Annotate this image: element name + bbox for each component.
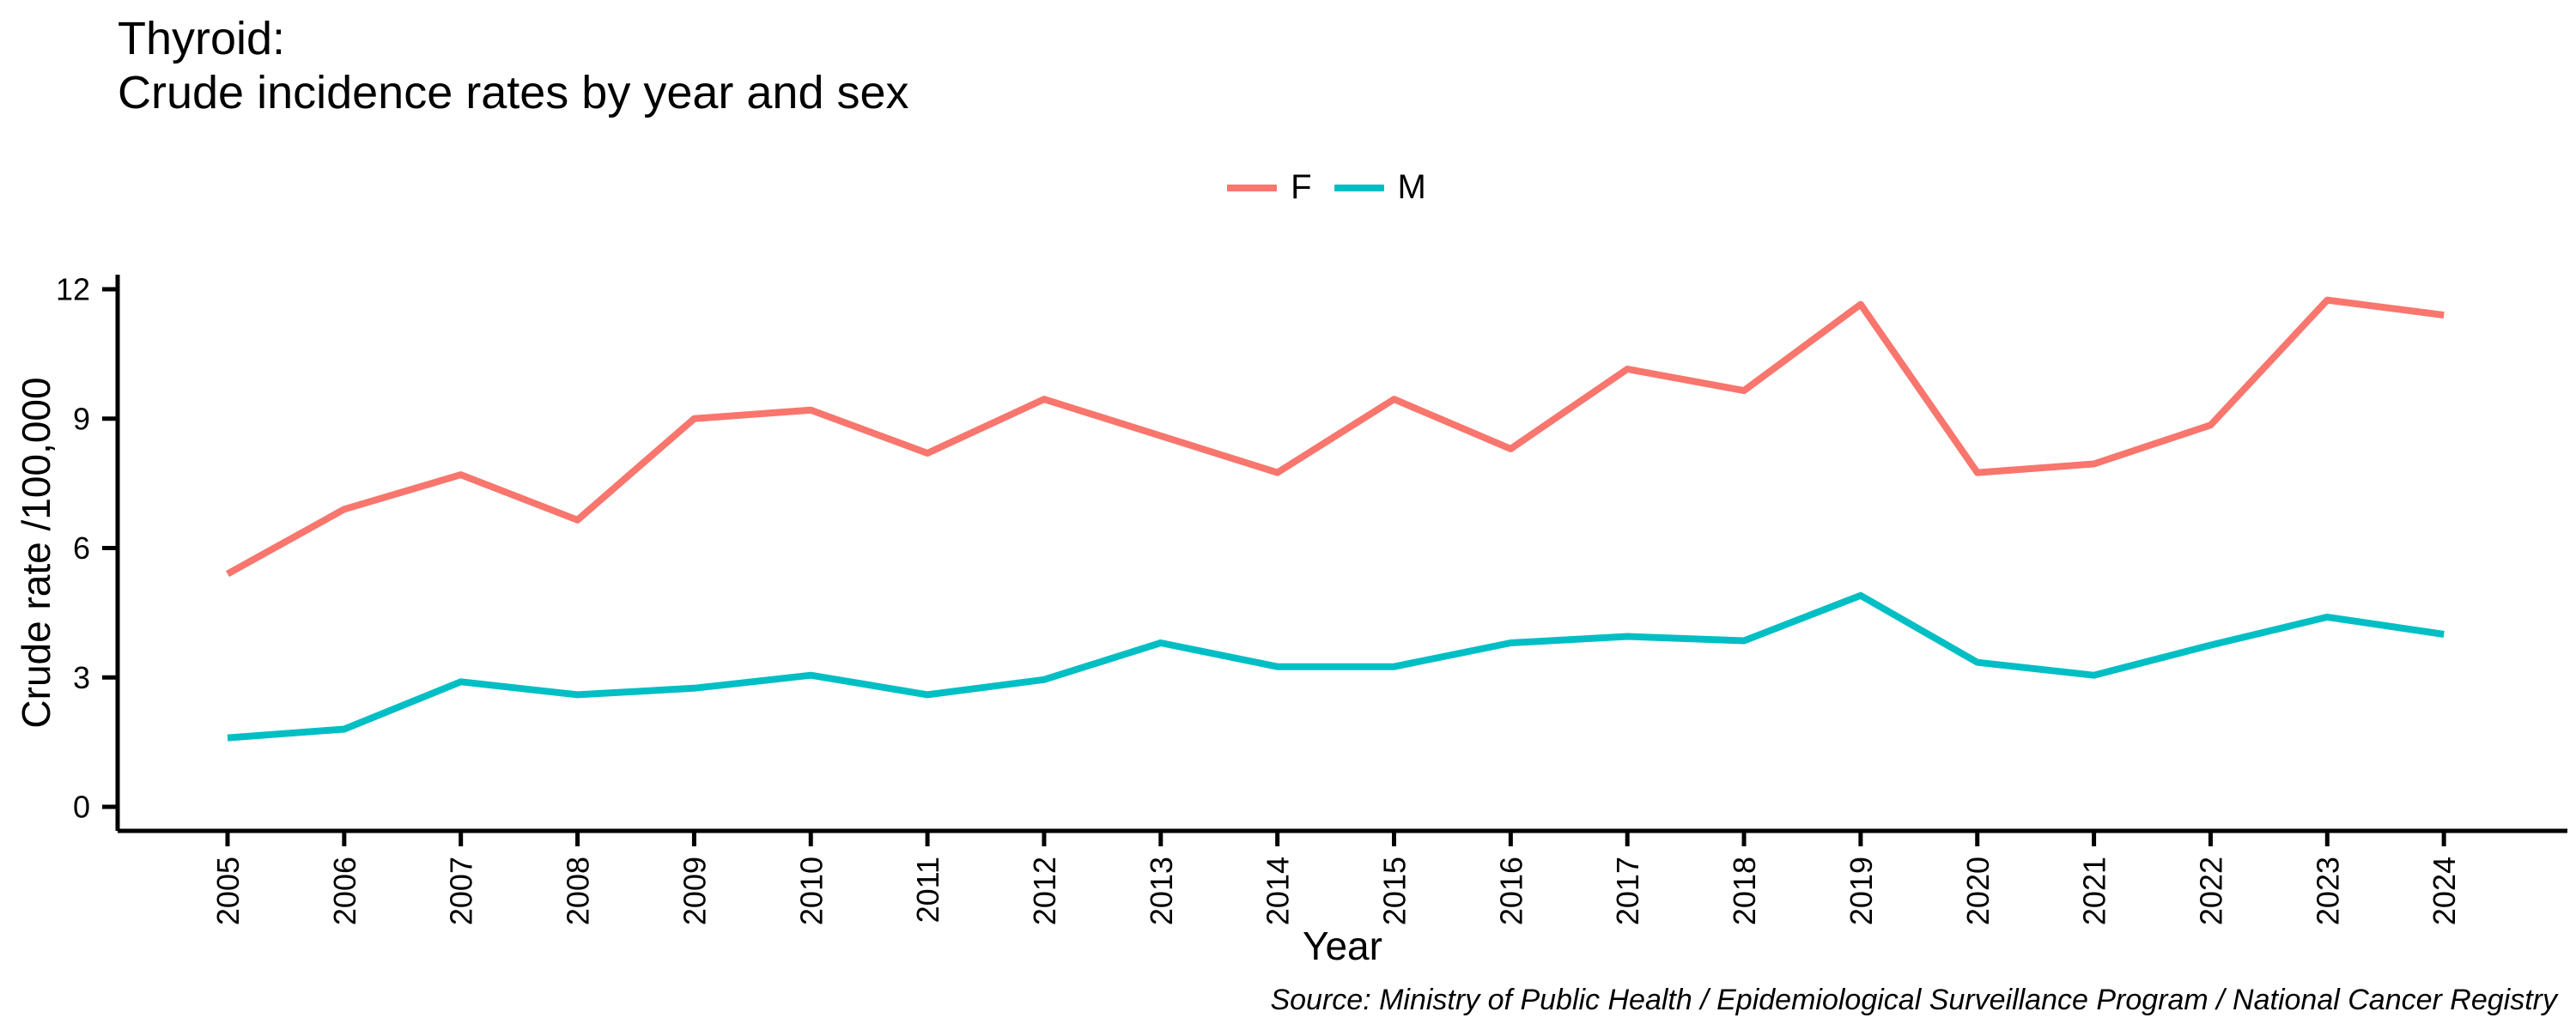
x-tick-label: 2017: [1610, 857, 1645, 925]
x-tick-label: 2014: [1261, 857, 1296, 925]
legend-swatch-m: [1334, 184, 1384, 191]
legend-label-f: F: [1291, 168, 1312, 206]
x-tick-label: 2013: [1144, 857, 1179, 925]
x-tick-label: 2019: [1844, 857, 1879, 925]
chart-title-line2: Crude incidence rates by year and sex: [118, 67, 909, 118]
y-tick-label: 6: [73, 530, 90, 566]
legend-label-m: M: [1397, 168, 1426, 206]
legend-swatch-f: [1227, 184, 1278, 191]
y-axis-title: Crude rate /100,000: [14, 377, 58, 728]
x-tick-label: 2010: [793, 857, 829, 925]
source-note: Source: Ministry of Public Health / Epid…: [1270, 984, 2557, 1016]
legend-item-f: F: [1227, 168, 1312, 207]
x-tick-label: 2023: [2310, 857, 2345, 925]
x-tick-label: 2011: [910, 857, 945, 923]
legend-item-m: M: [1334, 168, 1426, 207]
x-tick-label: 2006: [327, 857, 362, 925]
chart-title: Thyroid: Crude incidence rates by year an…: [118, 12, 909, 120]
y-tick-label: 0: [73, 790, 90, 825]
x-tick-label: 2022: [2193, 857, 2228, 925]
x-tick-label: 2020: [1960, 857, 1996, 925]
x-tick-label: 2012: [1027, 857, 1062, 925]
x-tick-label: 2008: [561, 857, 596, 925]
x-tick-label: 2009: [677, 857, 712, 925]
x-tick-label: 2007: [444, 857, 479, 925]
x-tick-label: 2021: [2077, 857, 2112, 925]
x-tick-label: 2005: [210, 857, 246, 925]
x-tick-label: 2018: [1727, 857, 1762, 925]
series-line-m: [227, 591, 2445, 742]
y-tick-label: 9: [73, 401, 90, 436]
y-tick-label: 3: [73, 660, 90, 695]
y-tick-label: 12: [56, 272, 90, 307]
x-tick-label: 2015: [1377, 857, 1413, 925]
x-tick-label: 2024: [2427, 857, 2462, 925]
x-tick-label: 2016: [1493, 857, 1528, 925]
chart-title-line1: Thyroid:: [118, 13, 286, 64]
series-line-f: [226, 296, 2445, 578]
x-axis-title: Year: [1303, 924, 1382, 968]
